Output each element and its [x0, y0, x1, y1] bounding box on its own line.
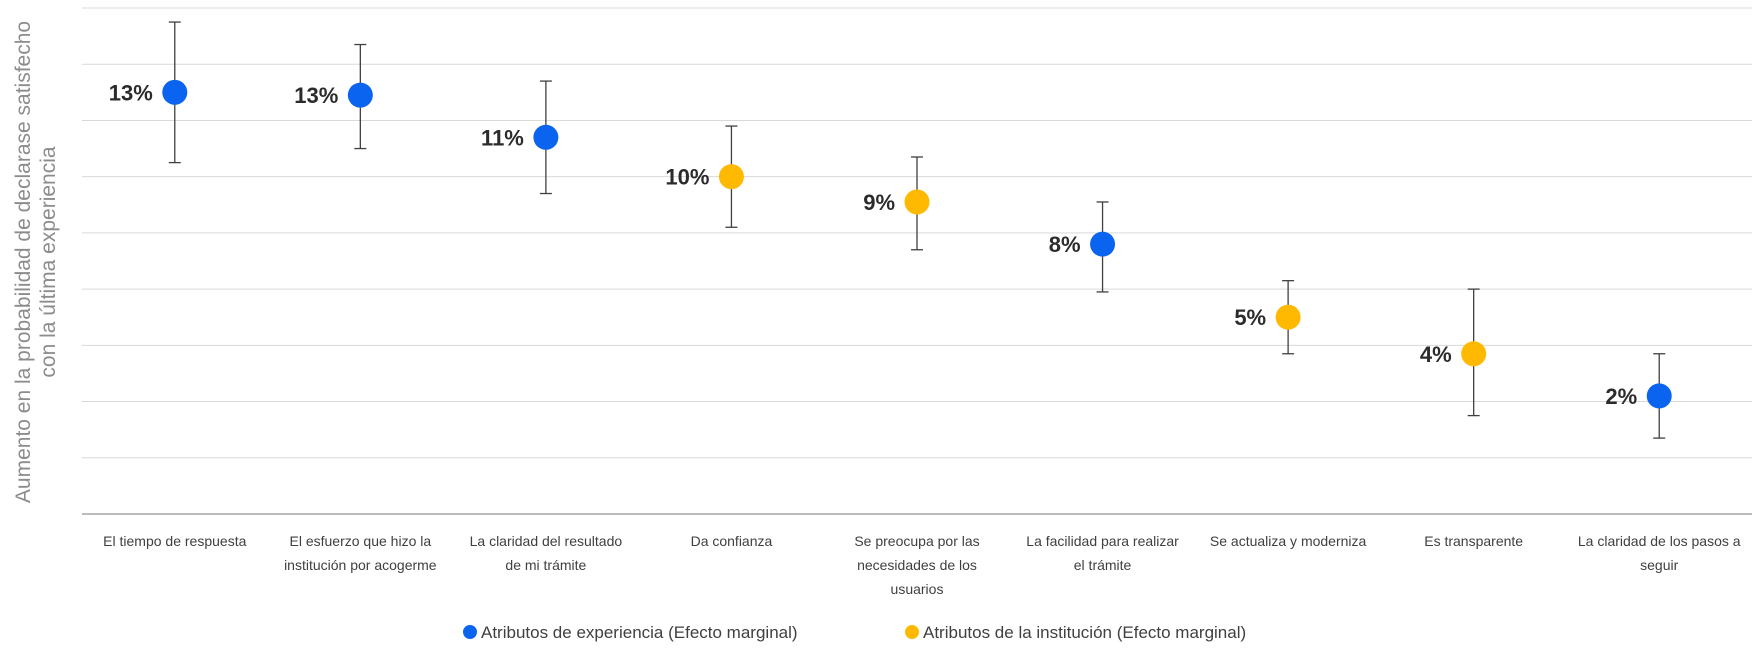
- y-axis-label: Aumento en la probabilidad de declarase …: [12, 21, 60, 503]
- legend-marker: [905, 625, 919, 639]
- data-label: 2%: [1605, 384, 1637, 409]
- data-point: [533, 125, 558, 150]
- data-point: [1461, 341, 1486, 366]
- data-label: 8%: [1049, 232, 1081, 257]
- error-bars: [169, 22, 1665, 438]
- data-label: 11%: [481, 125, 524, 150]
- x-tick-label-line: de mi trámite: [505, 557, 586, 573]
- x-tick-label-line: La claridad de los pasos a: [1578, 533, 1741, 549]
- legend-item: Atributos de la institución (Efecto marg…: [905, 623, 1246, 642]
- x-tick-label-line: Se actualiza y moderniza: [1210, 533, 1367, 549]
- data-label: 5%: [1234, 305, 1266, 330]
- y-axis-title-line: Aumento en la probabilidad de declarase …: [12, 21, 35, 503]
- x-tick-label: Se actualiza y moderniza: [1210, 533, 1367, 549]
- x-tick-label: El esfuerzo que hizo la institución por a…: [284, 533, 437, 573]
- legend-label: Atributos de la institución (Efecto marg…: [923, 623, 1246, 642]
- x-tick-label: El tiempo de respuesta: [103, 533, 246, 549]
- data-point: [905, 189, 930, 214]
- x-tick-label: Da confianza: [691, 533, 773, 549]
- data-label: 4%: [1420, 342, 1452, 367]
- x-tick-label-line: Se preocupa por las: [854, 533, 979, 549]
- data-point: [1090, 232, 1115, 257]
- x-tick-label: Es transparente: [1424, 533, 1523, 549]
- x-tick-label-line: La facilidad para realizar: [1026, 533, 1179, 549]
- x-tick-labels: El tiempo de respuesta El esfuerzo que hi…: [103, 533, 1741, 597]
- data-point: [162, 80, 187, 105]
- data-point: [719, 164, 744, 189]
- x-tick-label: La claridad de los pasos a seguir: [1578, 533, 1741, 573]
- x-tick-label-line: usuarios: [891, 581, 944, 597]
- x-tick-label-line: El esfuerzo que hizo la: [290, 533, 432, 549]
- x-tick-label-line: institución por acogerme: [284, 557, 437, 573]
- data-labels: 13% 13% 11% 10% 9% 8% 5% 4% 2%: [109, 80, 1637, 409]
- legend: Atributos de experiencia (Efecto margina…: [463, 623, 1246, 642]
- x-tick-label-line: seguir: [1640, 557, 1678, 573]
- data-label: 9%: [863, 190, 895, 215]
- x-tick-label-line: necesidades de los: [857, 557, 977, 573]
- legend-label: Atributos de experiencia (Efecto margina…: [481, 623, 798, 642]
- x-tick-label-line: El tiempo de respuesta: [103, 533, 246, 549]
- x-tick-label-line: La claridad del resultado: [470, 533, 623, 549]
- data-label: 13%: [109, 80, 153, 105]
- data-point: [348, 83, 373, 108]
- data-point: [1276, 305, 1301, 330]
- y-axis-title-line: con la última experiencia: [37, 146, 60, 377]
- legend-item: Atributos de experiencia (Efecto margina…: [463, 623, 798, 642]
- x-tick-label-line: Da confianza: [691, 533, 773, 549]
- data-label: 13%: [294, 83, 338, 108]
- legend-marker: [463, 625, 477, 639]
- x-tick-label: Se preocupa por las necesidades de los usu…: [854, 533, 979, 597]
- x-tick-label-line: el trámite: [1074, 557, 1132, 573]
- y-axis-title: Aumento en la probabilidad de declarase …: [12, 21, 60, 503]
- x-tick-label-line: Es transparente: [1424, 533, 1523, 549]
- x-tick-label: La facilidad para realizar el trámite: [1026, 533, 1179, 573]
- x-tick-label: La claridad del resultado de mi trámite: [470, 533, 623, 573]
- data-point: [1647, 383, 1672, 408]
- data-label: 10%: [665, 165, 709, 190]
